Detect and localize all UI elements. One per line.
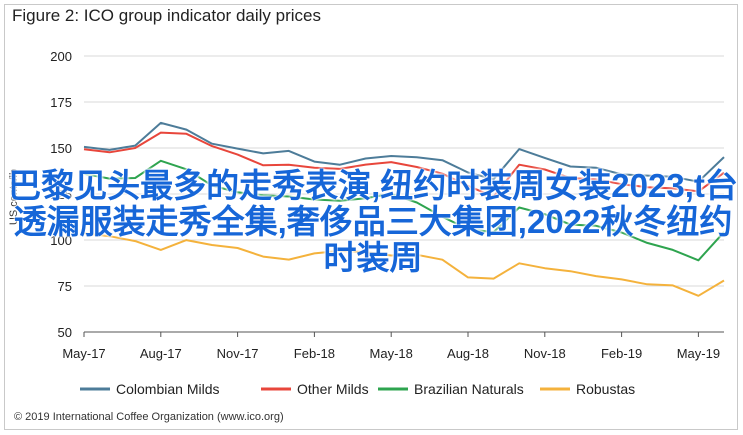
x-tick-label: May-18 xyxy=(370,346,413,361)
x-tick-label: Feb-18 xyxy=(294,346,335,361)
legend-label-brazilian-naturals: Brazilian Naturals xyxy=(414,381,524,397)
series-line-colombian-milds xyxy=(83,121,725,183)
x-tick-label: Nov-18 xyxy=(524,346,566,361)
x-tick-label: May-17 xyxy=(62,346,105,361)
y-tick-label: 75 xyxy=(58,279,72,294)
y-tick-label: 125 xyxy=(50,187,72,202)
legend-label-robustas: Robustas xyxy=(576,381,635,397)
series-line-brazilian-naturals xyxy=(83,159,725,262)
y-tick-label: 100 xyxy=(50,233,72,248)
x-tick-label: Aug-18 xyxy=(447,346,489,361)
series-line-other-milds xyxy=(83,131,725,198)
legend-label-colombian-milds: Colombian Milds xyxy=(116,381,219,397)
y-tick-label: 200 xyxy=(50,49,72,64)
x-tick-label: Feb-19 xyxy=(601,346,642,361)
chart-title: Figure 2: ICO group indicator daily pric… xyxy=(12,6,321,25)
overlay-caption: 巴黎见头最多的走秀表演,纽约时装周女装2023,t台透漏服装走秀全集,奢侈品三大… xyxy=(8,167,738,276)
y-tick-label: 150 xyxy=(50,141,72,156)
figure-frame xyxy=(4,4,738,430)
legend-label-other-milds: Other Milds xyxy=(297,381,369,397)
series-line-robustas xyxy=(83,232,725,297)
copyright-footer: © 2019 International Coffee Organization… xyxy=(14,411,284,423)
x-tick-label: Nov-17 xyxy=(217,346,259,361)
x-tick-label: Aug-17 xyxy=(140,346,182,361)
x-tick-label: May-19 xyxy=(677,346,720,361)
y-tick-label: 50 xyxy=(58,325,72,340)
y-tick-label: 175 xyxy=(50,95,72,110)
